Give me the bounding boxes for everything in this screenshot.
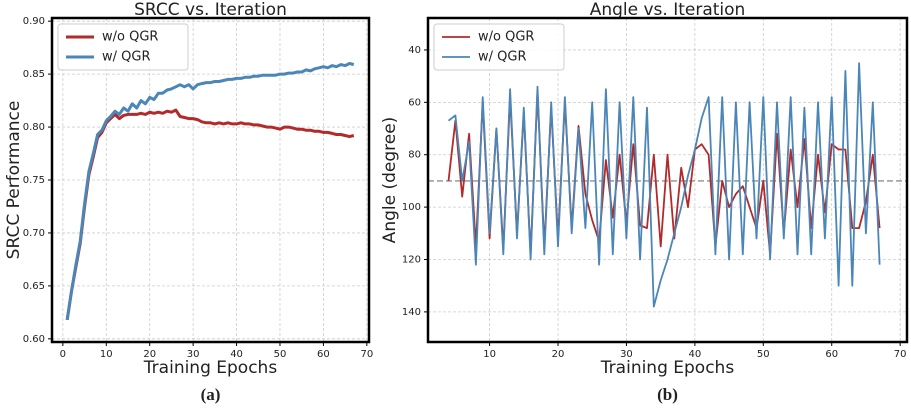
y-tick-label: 0.65 [23, 281, 45, 292]
x-tick-label: 20 [143, 349, 156, 360]
y-tick-label: 0.60 [23, 334, 45, 345]
x-tick-label: 40 [230, 349, 243, 360]
caption: (b) [657, 385, 678, 404]
plot-frame [50, 16, 371, 344]
x-tick-label: 70 [360, 349, 373, 360]
y-tick-label: 40 [408, 45, 421, 56]
legend: w/o QGR w/ QGR [57, 23, 189, 71]
x-tick-label: 50 [757, 349, 770, 360]
x-tick-label: 60 [825, 349, 838, 360]
x-tick-label: 20 [552, 349, 565, 360]
legend-label: w/ QGR [102, 50, 150, 65]
y-tick-label: 80 [408, 150, 421, 161]
series-line [447, 62, 881, 308]
y-tick-label: 120 [402, 254, 421, 265]
x-tick-label: 30 [620, 349, 633, 360]
y-tick-label: 0.90 [23, 16, 45, 27]
chart-title: SRCC vs. Iteration [134, 0, 287, 20]
x-axis-label: Training Epochs [143, 358, 278, 378]
plot-frame [426, 16, 909, 344]
x-tick-label: 30 [187, 349, 200, 360]
series-line [65, 62, 355, 321]
y-axis-label: Angle (degree) [380, 117, 400, 244]
x-axis-label: Training Epochs [600, 358, 735, 378]
x-tick-label: 10 [100, 349, 113, 360]
caption: (a) [201, 385, 221, 404]
x-tick-label: 50 [274, 349, 287, 360]
y-tick-label: 0.80 [23, 122, 45, 133]
y-tick-label: 60 [408, 97, 421, 108]
series-line [65, 108, 355, 321]
legend: w/o QGR w/ QGR [433, 23, 565, 71]
y-tick-label: 100 [402, 202, 421, 213]
x-tick-label: 0 [60, 349, 66, 360]
chart-title: Angle vs. Iteration [590, 0, 746, 20]
legend-label: w/ QGR [478, 50, 526, 65]
y-axis-label: SRCC Performance [4, 101, 24, 260]
y-tick-label: 0.70 [23, 228, 45, 239]
y-tick-label: 0.75 [23, 175, 45, 186]
x-tick-label: 40 [689, 349, 702, 360]
x-tick-label: 10 [483, 349, 496, 360]
legend-label: w/o QGR [478, 30, 534, 45]
x-tick-label: 70 [894, 349, 907, 360]
legend-label: w/o QGR [102, 30, 158, 45]
y-tick-label: 0.85 [23, 69, 45, 80]
legend-box [433, 23, 565, 71]
y-tick-label: 140 [402, 307, 421, 318]
x-tick-label: 60 [317, 349, 330, 360]
